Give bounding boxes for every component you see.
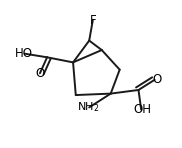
Text: O: O (152, 73, 161, 86)
Text: O: O (35, 67, 45, 80)
Text: NH$_2$: NH$_2$ (77, 100, 100, 114)
Text: F: F (90, 14, 96, 27)
Text: OH: OH (134, 103, 152, 116)
Text: HO: HO (15, 47, 33, 60)
